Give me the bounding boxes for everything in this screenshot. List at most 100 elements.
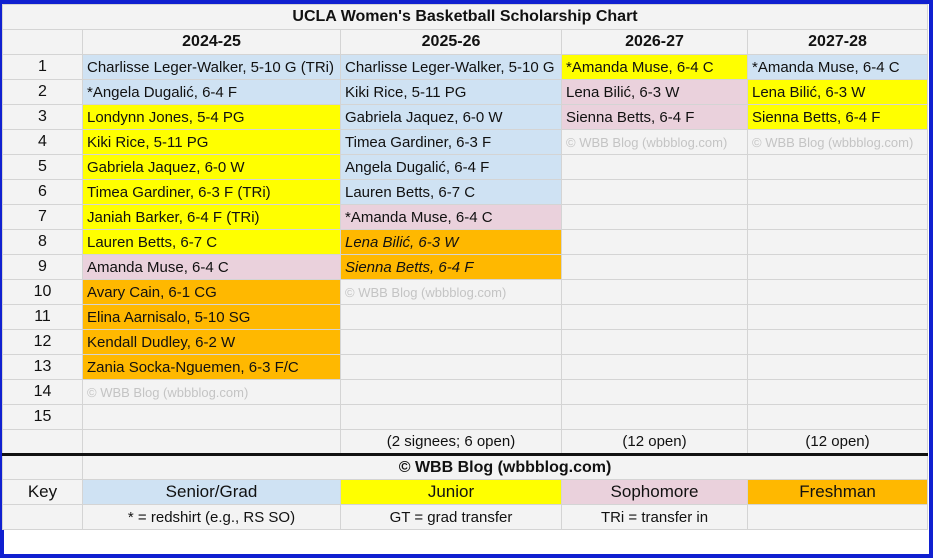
open-count: (2 signees; 6 open) xyxy=(340,429,562,455)
watermark-cell: © WBB Blog (wbbblog.com) xyxy=(82,379,341,405)
player-cell xyxy=(561,204,748,230)
row-number: 14 xyxy=(2,379,83,405)
copyright-row: © WBB Blog (wbbblog.com) xyxy=(2,453,929,480)
table-row: 12 Kendall Dudley, 6-2 W xyxy=(2,329,929,355)
row-number: 12 xyxy=(2,329,83,355)
player-cell xyxy=(746,354,929,380)
blank-cell xyxy=(2,453,83,480)
player-cell xyxy=(746,229,929,255)
player-cell: *Amanda Muse, 6-4 C xyxy=(340,204,562,230)
player-cell xyxy=(746,279,929,305)
key-note: GT = grad transfer xyxy=(340,504,562,530)
player-cell xyxy=(82,404,341,430)
scholarship-table: UCLA Women's Basketball Scholarship Char… xyxy=(1,4,929,530)
row-number: 11 xyxy=(2,304,83,330)
watermark-cell: © WBB Blog (wbbblog.com) xyxy=(340,279,562,305)
player-cell: Kiki Rice, 5-11 PG xyxy=(82,129,341,155)
player-cell xyxy=(746,179,929,205)
player-cell: Kendall Dudley, 6-2 W xyxy=(82,329,341,355)
key-note: TRi = transfer in xyxy=(561,504,748,530)
player-cell: *Angela Dugalić, 6-4 F xyxy=(82,79,341,105)
watermark-cell: © WBB Blog (wbbblog.com) xyxy=(561,129,748,155)
season-header: 2025-26 xyxy=(340,29,562,55)
player-cell xyxy=(561,379,748,405)
row-number: 2 xyxy=(2,79,83,105)
player-cell: Sienna Betts, 6-4 F xyxy=(746,104,929,130)
player-cell: Charlisse Leger-Walker, 5-10 G xyxy=(340,54,562,80)
player-cell xyxy=(340,404,562,430)
row-number: 7 xyxy=(2,204,83,230)
player-cell: *Amanda Muse, 6-4 C xyxy=(561,54,748,80)
player-cell xyxy=(340,379,562,405)
player-cell xyxy=(561,254,748,280)
season-header: 2026-27 xyxy=(561,29,748,55)
player-cell xyxy=(746,329,929,355)
player-cell: Elina Aarnisalo, 5-10 SG xyxy=(82,304,341,330)
player-cell xyxy=(561,279,748,305)
player-cell: Londynn Jones, 5-4 PG xyxy=(82,104,341,130)
open-count xyxy=(82,429,341,455)
player-cell xyxy=(746,254,929,280)
table-row: 3 Londynn Jones, 5-4 PG Gabriela Jaquez, 6… xyxy=(2,104,929,130)
player-cell: Lena Bilić, 6-3 W xyxy=(340,229,562,255)
player-cell xyxy=(561,404,748,430)
row-number: 6 xyxy=(2,179,83,205)
row-number: 3 xyxy=(2,104,83,130)
player-cell xyxy=(561,179,748,205)
player-cell: Angela Dugalić, 6-4 F xyxy=(340,154,562,180)
player-cell: Janiah Barker, 6-4 F (TRi) xyxy=(82,204,341,230)
table-row: 7 Janiah Barker, 6-4 F (TRi) *Amanda Muse,… xyxy=(2,204,929,230)
key-swatch: Sophomore xyxy=(561,479,748,505)
player-cell: Zania Socka-Nguemen, 6-3 F/C xyxy=(82,354,341,380)
season-header: 2027-28 xyxy=(746,29,929,55)
player-cell xyxy=(561,329,748,355)
table-row: 5 Gabriela Jaquez, 6-0 W Angela Dugalić, 6… xyxy=(2,154,929,180)
notes-row: * = redshirt (e.g., RS SO) GT = grad tran… xyxy=(2,504,929,530)
blank-cell xyxy=(2,429,83,455)
open-count: (12 open) xyxy=(746,429,929,455)
player-cell xyxy=(746,404,929,430)
blank-cell xyxy=(2,504,83,530)
title-row: UCLA Women's Basketball Scholarship Char… xyxy=(1,4,929,30)
table-row: 15 xyxy=(2,404,929,430)
player-cell xyxy=(561,229,748,255)
row-number: 10 xyxy=(2,279,83,305)
season-header-row: 2024-25 2025-26 2026-27 2027-28 xyxy=(2,29,929,55)
player-cell: Timea Gardiner, 6-3 F xyxy=(340,129,562,155)
key-swatch: Freshman xyxy=(746,479,929,505)
row-number: 1 xyxy=(2,54,83,80)
player-cell xyxy=(340,329,562,355)
player-cell: Avary Cain, 6-1 CG xyxy=(82,279,341,305)
player-cell: Gabriela Jaquez, 6-0 W xyxy=(82,154,341,180)
key-note: * = redshirt (e.g., RS SO) xyxy=(82,504,341,530)
table-row: 1 Charlisse Leger-Walker, 5-10 G (TRi) Cha… xyxy=(2,54,929,80)
corner-cell xyxy=(2,29,83,55)
key-row: Key Senior/Grad Junior Sophomore Freshman xyxy=(2,479,929,505)
chart-title: UCLA Women's Basketball Scholarship Char… xyxy=(1,4,929,30)
player-cell: Lena Bilić, 6-3 W xyxy=(561,79,748,105)
player-cell xyxy=(746,304,929,330)
player-cell: Kiki Rice, 5-11 PG xyxy=(340,79,562,105)
player-cell xyxy=(340,354,562,380)
player-cell xyxy=(746,154,929,180)
key-label: Key xyxy=(2,479,83,505)
player-cell: Lauren Betts, 6-7 C xyxy=(82,229,341,255)
table-row: 9 Amanda Muse, 6-4 C Sienna Betts, 6-4 F xyxy=(2,254,929,280)
player-cell xyxy=(561,354,748,380)
table-row: 11 Elina Aarnisalo, 5-10 SG xyxy=(2,304,929,330)
table-row: 10 Avary Cain, 6-1 CG © WBB Blog (wbbblog.… xyxy=(2,279,929,305)
watermark-cell: © WBB Blog (wbbblog.com) xyxy=(746,129,929,155)
player-cell xyxy=(340,304,562,330)
table-row: 4 Kiki Rice, 5-11 PG Timea Gardiner, 6-3 F… xyxy=(2,129,929,155)
player-cell: Amanda Muse, 6-4 C xyxy=(82,254,341,280)
table-row: 6 Timea Gardiner, 6-3 F (TRi) Lauren Betts… xyxy=(2,179,929,205)
player-cell: *Amanda Muse, 6-4 C xyxy=(746,54,929,80)
row-number: 9 xyxy=(2,254,83,280)
table-row: 14 © WBB Blog (wbbblog.com) xyxy=(2,379,929,405)
row-number: 5 xyxy=(2,154,83,180)
player-cell: Sienna Betts, 6-4 F xyxy=(340,254,562,280)
table-row: 2 *Angela Dugalić, 6-4 F Kiki Rice, 5-11 P… xyxy=(2,79,929,105)
table-row: 13 Zania Socka-Nguemen, 6-3 F/C xyxy=(2,354,929,380)
player-cell: Sienna Betts, 6-4 F xyxy=(561,104,748,130)
player-cell xyxy=(746,379,929,405)
